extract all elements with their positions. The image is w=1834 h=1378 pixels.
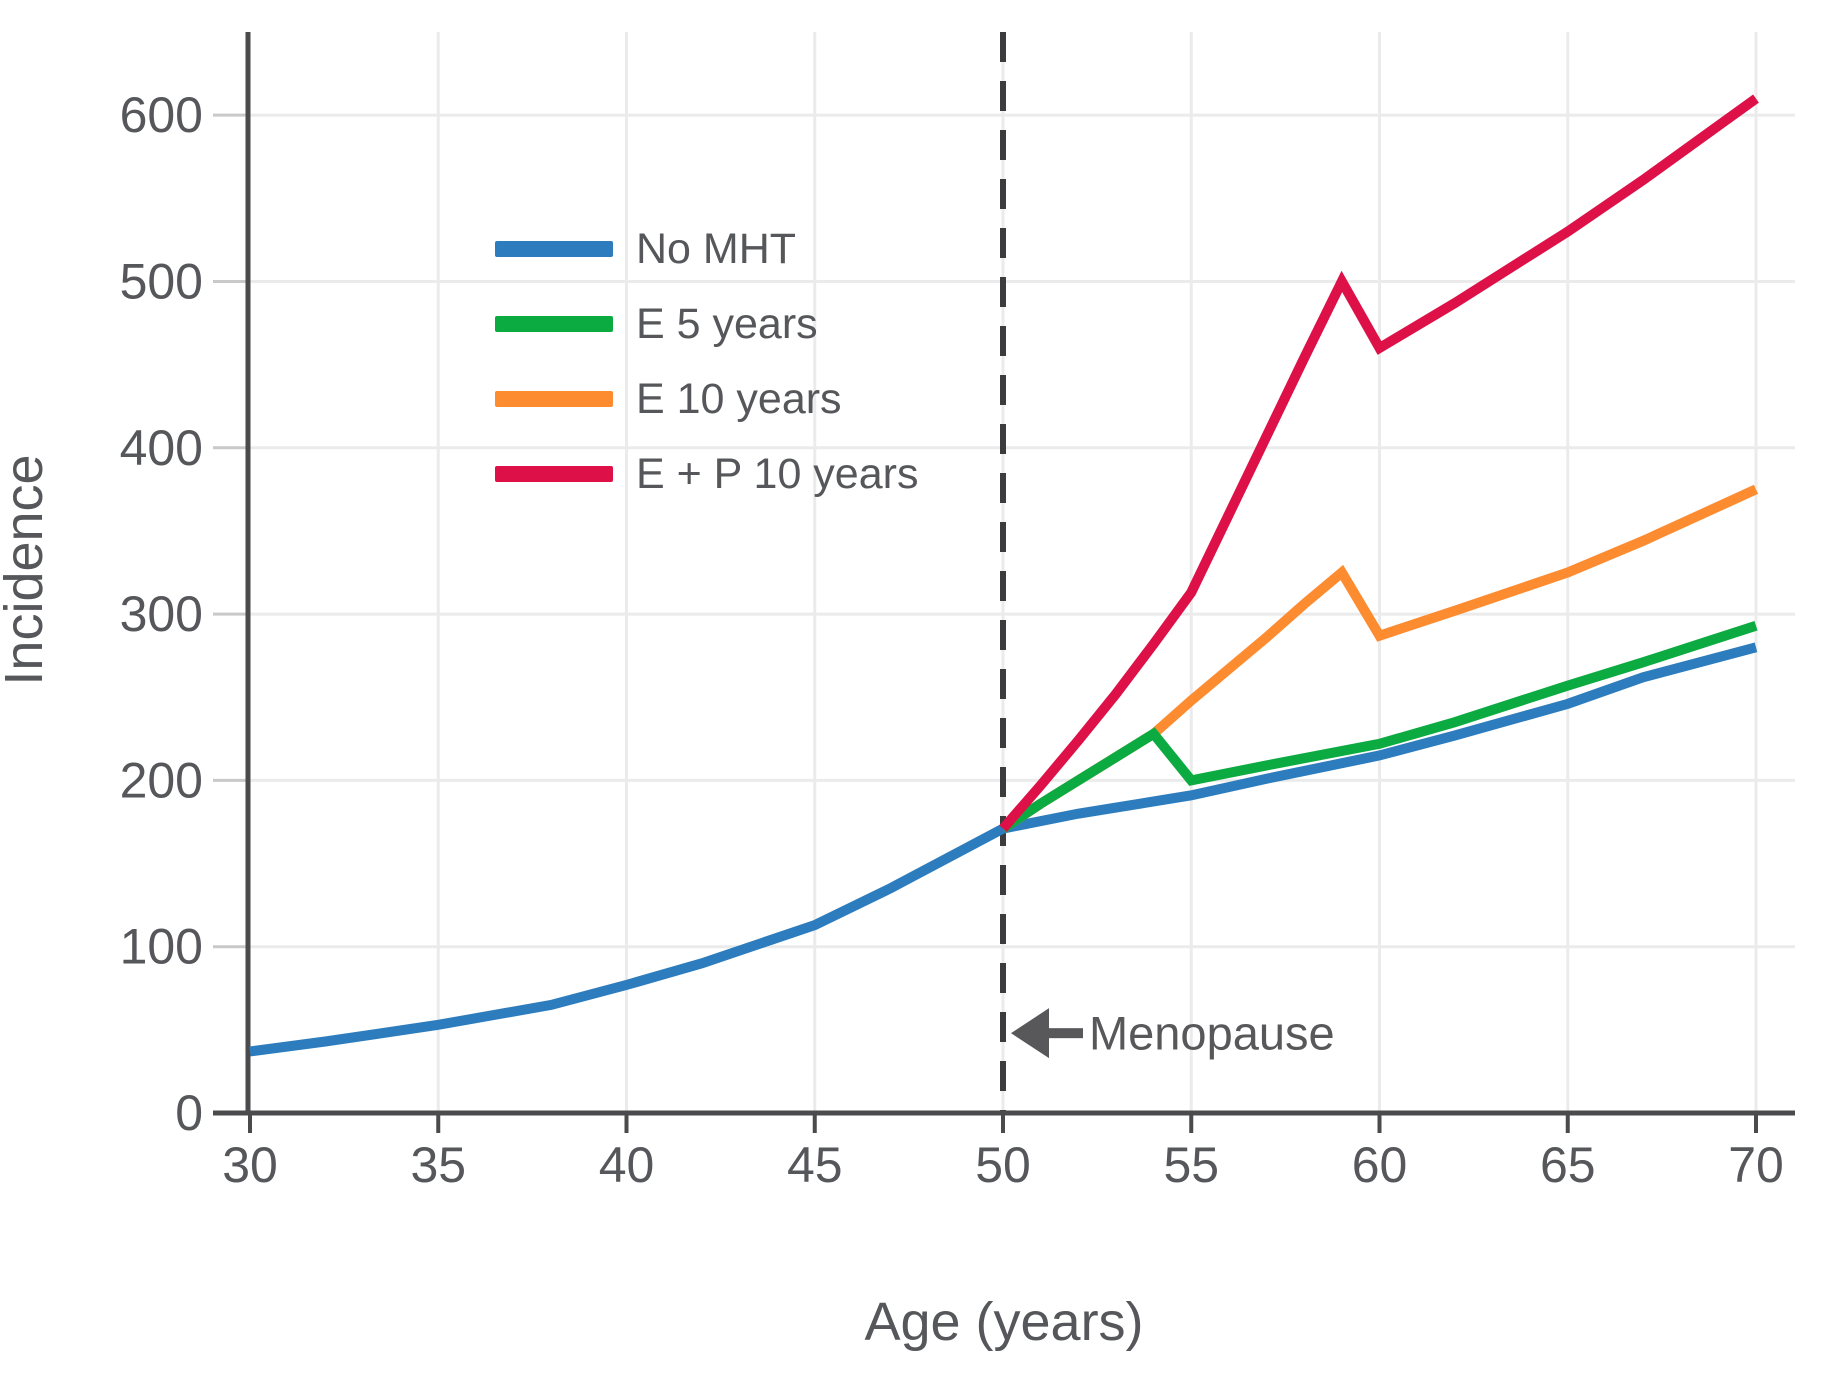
y-tick-label: 0 bbox=[175, 1085, 203, 1141]
legend: No MHT E 5 years E 10 years E + P 10 years bbox=[495, 225, 918, 498]
legend-label: No MHT bbox=[636, 225, 796, 273]
tick-labels-layer: 0 100 200 300 400 500 600 30 35 40 45 50 55 60 65 70 bbox=[120, 87, 1784, 1193]
arrow-left-icon bbox=[1011, 1008, 1049, 1059]
y-tick-label: 300 bbox=[120, 586, 203, 642]
axes-layer bbox=[213, 32, 1795, 1133]
legend-item-e-p-10-years: E + P 10 years bbox=[495, 450, 918, 498]
data-series-layer bbox=[249, 94, 1759, 1057]
x-tick-label: 40 bbox=[599, 1137, 655, 1193]
x-tick-label: 50 bbox=[975, 1137, 1031, 1193]
x-tick-label: 45 bbox=[787, 1137, 843, 1193]
x-tick-label: 30 bbox=[222, 1137, 278, 1193]
legend-item-e-10-years: E 10 years bbox=[495, 375, 842, 423]
menopause-label: Menopause bbox=[1089, 1007, 1335, 1060]
x-tick-label: 55 bbox=[1163, 1137, 1219, 1193]
legend-label: E 5 years bbox=[636, 300, 818, 348]
y-tick-label: 400 bbox=[120, 420, 203, 476]
legend-swatch bbox=[495, 316, 613, 332]
x-tick-label: 70 bbox=[1728, 1137, 1784, 1193]
series-line-e-p-10-years bbox=[999, 94, 1759, 832]
legend-item-no-mht: No MHT bbox=[495, 225, 796, 273]
legend-label: E + P 10 years bbox=[636, 450, 918, 498]
y-tick-label: 100 bbox=[120, 919, 203, 975]
legend-swatch bbox=[495, 391, 613, 407]
x-tick-label: 65 bbox=[1540, 1137, 1596, 1193]
x-tick-label: 35 bbox=[410, 1137, 466, 1193]
legend-swatch bbox=[495, 241, 613, 257]
y-axis-title: Incidence bbox=[0, 454, 54, 685]
menopause-annotation: Menopause bbox=[1011, 1007, 1335, 1060]
x-axis-title: Age (years) bbox=[864, 1292, 1143, 1352]
legend-swatch bbox=[495, 466, 613, 482]
legend-item-e-5-years: E 5 years bbox=[495, 300, 818, 348]
y-tick-label: 200 bbox=[120, 752, 203, 808]
series-line-e-5-years bbox=[1000, 620, 1758, 833]
y-tick-label: 500 bbox=[120, 253, 203, 309]
x-tick-label: 60 bbox=[1352, 1137, 1408, 1193]
legend-label: E 10 years bbox=[636, 375, 842, 423]
arrow-shaft bbox=[1045, 1028, 1083, 1039]
y-tick-label: 600 bbox=[120, 87, 203, 143]
